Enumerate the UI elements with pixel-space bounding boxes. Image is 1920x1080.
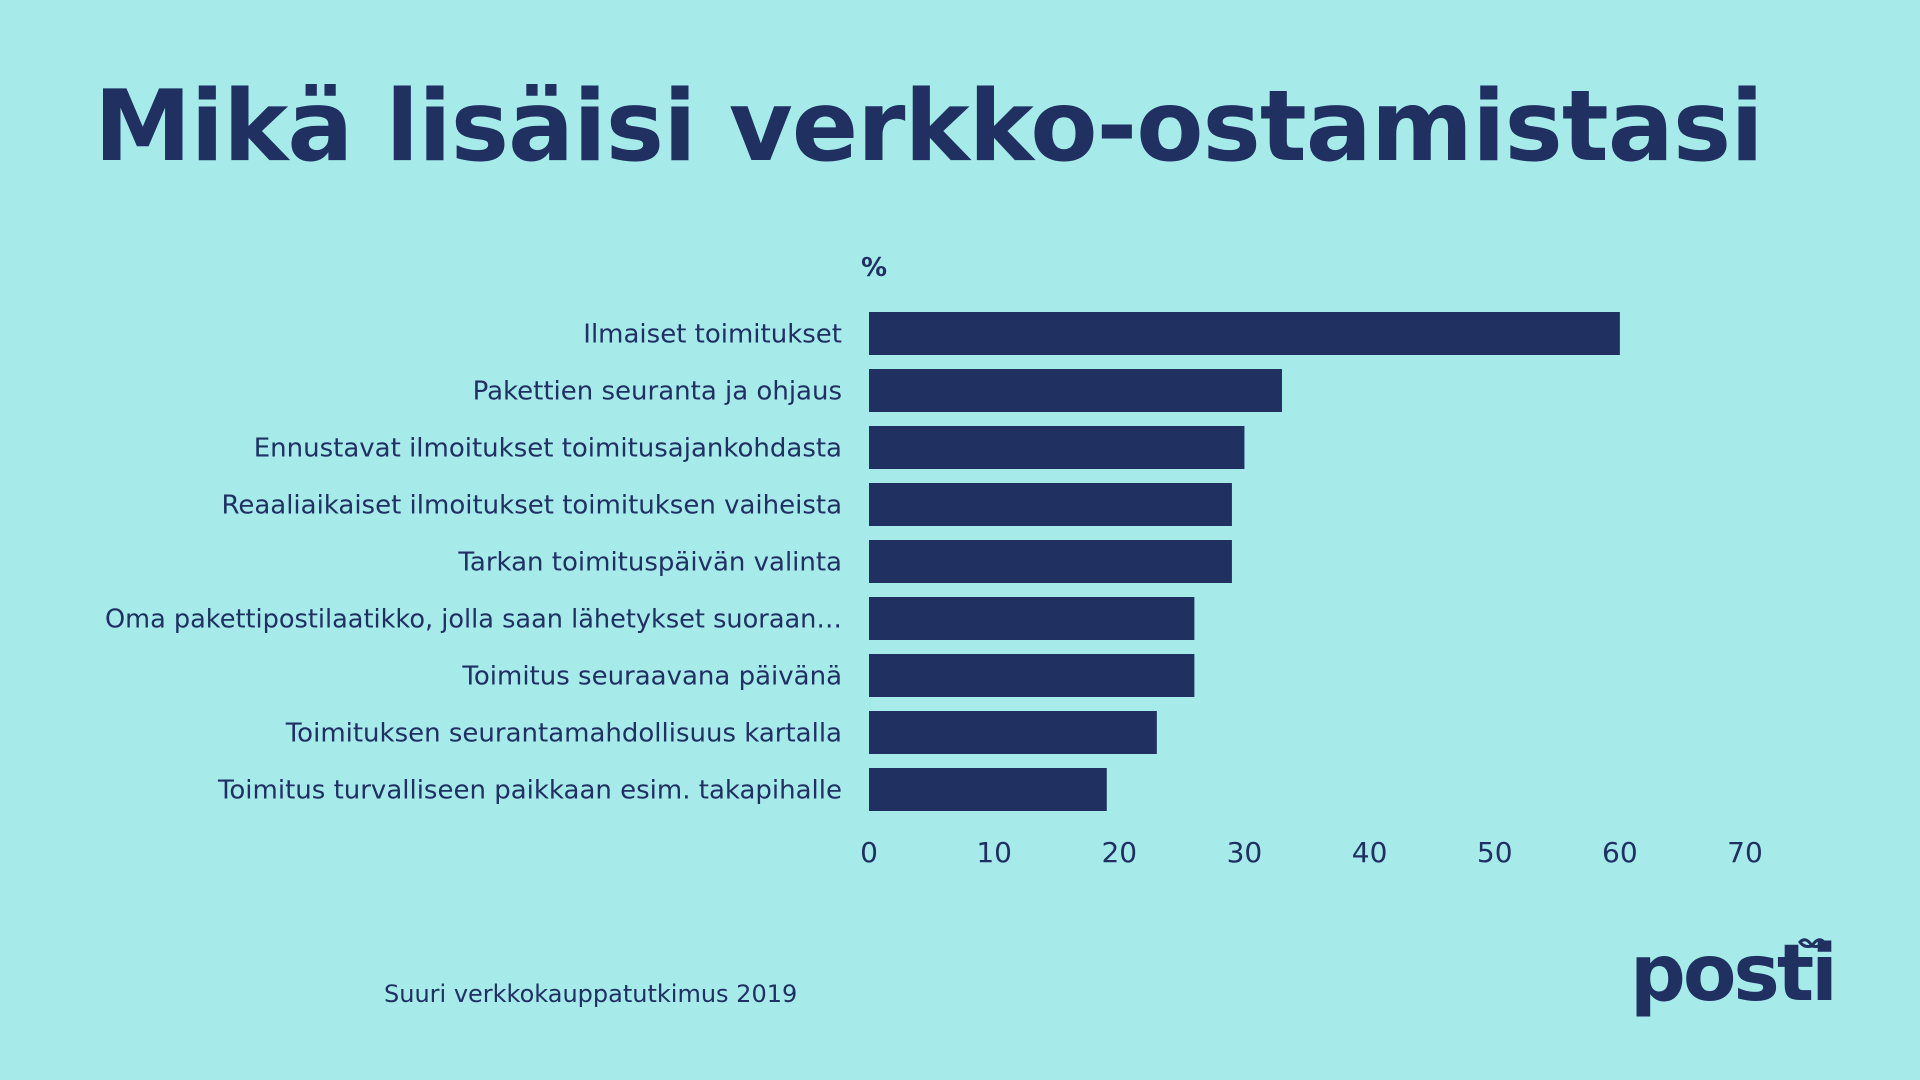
- x-tick-label: 20: [1101, 836, 1137, 869]
- bar-1: [869, 312, 1620, 355]
- posti-logo-icon: posti: [1630, 930, 1838, 1019]
- x-tick-label: 60: [1602, 836, 1638, 869]
- x-tick-label: 50: [1477, 836, 1513, 869]
- bar-3: [869, 426, 1245, 469]
- category-label: Oma pakettipostilaatikko, jolla saan läh…: [105, 605, 842, 635]
- bar-8: [869, 711, 1157, 754]
- x-tick-label: 40: [1352, 836, 1388, 869]
- category-label: Toimitus turvalliseen paikkaan esim. tak…: [217, 776, 842, 806]
- x-tick-label: 0: [860, 836, 878, 869]
- category-label: Toimituksen seurantamahdollisuus kartall…: [285, 719, 842, 749]
- category-label: Reaaliaikaiset ilmoitukset toimituksen v…: [221, 491, 842, 521]
- bar-9: [869, 768, 1107, 811]
- bar-4: [869, 483, 1232, 526]
- category-label: Toimitus seuraavana päivänä: [461, 662, 842, 692]
- category-label: Ennustavat ilmoitukset toimitusajankohda…: [254, 434, 842, 464]
- logo-ribbon: [1798, 938, 1826, 948]
- slide-title: Mikä lisäisi verkko-ostamistasi: [94, 70, 1764, 184]
- logo-text: posti: [1630, 930, 1835, 1019]
- bar-5: [869, 540, 1232, 583]
- category-label: Pakettien seuranta ja ohjaus: [473, 377, 842, 407]
- source-note: Suuri verkkokauppatutkimus 2019: [384, 980, 798, 1008]
- bar-6: [869, 597, 1195, 640]
- category-label: Tarkan toimituspäivän valinta: [457, 548, 842, 578]
- bar-7: [869, 654, 1195, 697]
- category-label: Ilmaiset toimitukset: [583, 320, 842, 350]
- x-tick-label: 30: [1227, 836, 1263, 869]
- x-tick-label: 70: [1727, 836, 1763, 869]
- x-tick-label: 10: [976, 836, 1012, 869]
- bar-2: [869, 369, 1282, 412]
- chart-unit-label: %: [861, 253, 887, 283]
